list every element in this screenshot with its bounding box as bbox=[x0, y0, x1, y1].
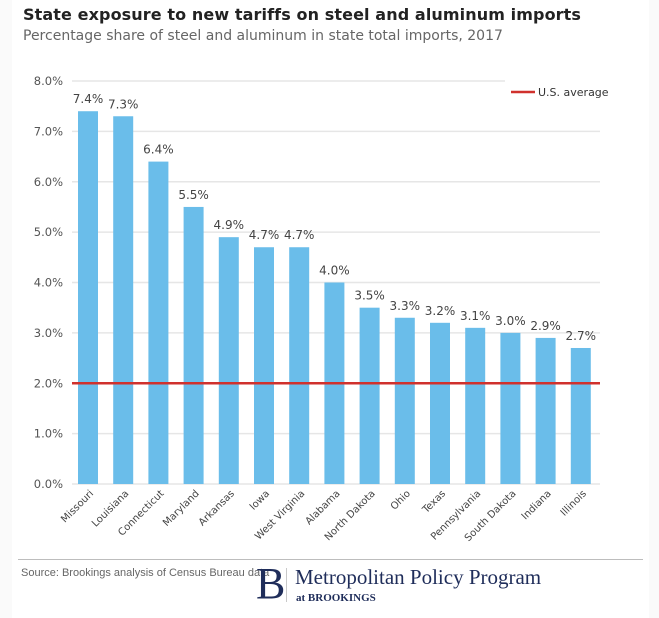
x-tick-label: Maryland bbox=[161, 488, 202, 529]
x-tick-label: Arkansas bbox=[197, 488, 237, 528]
bar-texas bbox=[430, 322, 450, 484]
bars bbox=[78, 111, 591, 484]
x-tick-label: Texas bbox=[420, 488, 448, 516]
y-tick-label: 6.0% bbox=[34, 175, 63, 189]
brookings-logo-icon: B bbox=[256, 559, 286, 608]
data-label: 7.3% bbox=[108, 97, 139, 111]
y-tick-label: 1.0% bbox=[34, 427, 63, 441]
data-label: 4.9% bbox=[214, 218, 245, 232]
data-label: 3.3% bbox=[390, 299, 421, 313]
data-label: 3.2% bbox=[425, 304, 456, 318]
right-margin bbox=[649, 0, 659, 618]
data-label: 2.9% bbox=[530, 319, 561, 333]
chart-subtitle: Percentage share of steel and aluminum i… bbox=[23, 28, 503, 44]
x-tick-label: Indiana bbox=[520, 488, 554, 522]
data-labels: 7.4% 7.3% 6.4% 5.5% 4.9% 4.7% 4.7% 4.0% 3.5% 3.3%… bbox=[73, 92, 596, 343]
logo-program-name: Metropolitan Policy Program bbox=[295, 565, 542, 589]
bar-pennsylvania bbox=[465, 327, 486, 484]
bar-illinois bbox=[570, 347, 591, 484]
x-tick-label: Iowa bbox=[248, 488, 272, 512]
y-tick-label: 4.0% bbox=[34, 276, 63, 290]
bar-north-dakota bbox=[359, 307, 380, 484]
left-margin bbox=[0, 0, 12, 618]
data-label: 3.5% bbox=[354, 289, 385, 303]
legend-label: U.S. average bbox=[538, 86, 609, 99]
bar-ohio bbox=[394, 317, 415, 484]
y-tick-label: 5.0% bbox=[34, 225, 63, 239]
bar-iowa bbox=[254, 247, 274, 484]
data-label: 4.7% bbox=[284, 228, 315, 242]
footer-divider bbox=[18, 559, 643, 560]
bar-maryland bbox=[183, 206, 204, 484]
data-label: 7.4% bbox=[73, 92, 104, 106]
x-tick-label: Ohio bbox=[389, 488, 413, 512]
legend: U.S. average bbox=[505, 74, 613, 108]
x-axis-ticks: MissouriLouisianaConnecticutMarylandArka… bbox=[59, 488, 589, 544]
bar-louisiana bbox=[113, 116, 134, 484]
y-tick-label: 2.0% bbox=[34, 376, 63, 390]
data-label: 5.5% bbox=[178, 188, 209, 202]
y-tick-label: 7.0% bbox=[34, 124, 63, 138]
data-label: 2.7% bbox=[566, 329, 597, 343]
y-tick-label: 0.0% bbox=[34, 477, 63, 491]
bar-west-virginia bbox=[289, 247, 310, 484]
bar-south-dakota bbox=[500, 332, 521, 484]
bar-arkansas bbox=[218, 237, 239, 484]
bar-indiana bbox=[535, 337, 556, 484]
logo-org-name: at BROOKINGS bbox=[296, 592, 376, 604]
data-label: 4.7% bbox=[249, 228, 280, 242]
bar-missouri bbox=[78, 111, 98, 484]
y-axis-ticks: 0.0% 1.0% 2.0% 3.0% 4.0% 5.0% 6.0% 7.0% 8.0% bbox=[34, 74, 63, 491]
x-tick-label: Illinois bbox=[559, 488, 589, 518]
data-label: 3.1% bbox=[460, 309, 491, 323]
data-label: 4.0% bbox=[319, 264, 350, 278]
x-tick-label: Missouri bbox=[59, 488, 96, 525]
bar-chart: 0.0% 1.0% 2.0% 3.0% 4.0% 5.0% 6.0% 7.0% 8.0% 7.4… bbox=[33, 74, 613, 544]
y-tick-label: 3.0% bbox=[34, 326, 63, 340]
logo-divider bbox=[286, 568, 287, 602]
source-note: Source: Brookings analysis of Census Bur… bbox=[21, 567, 270, 579]
y-tick-label: 8.0% bbox=[34, 74, 63, 88]
data-label: 6.4% bbox=[143, 143, 174, 157]
chart-title: State exposure to new tariffs on steel a… bbox=[23, 5, 582, 24]
data-label: 3.0% bbox=[495, 314, 526, 328]
bar-connecticut bbox=[148, 161, 169, 484]
